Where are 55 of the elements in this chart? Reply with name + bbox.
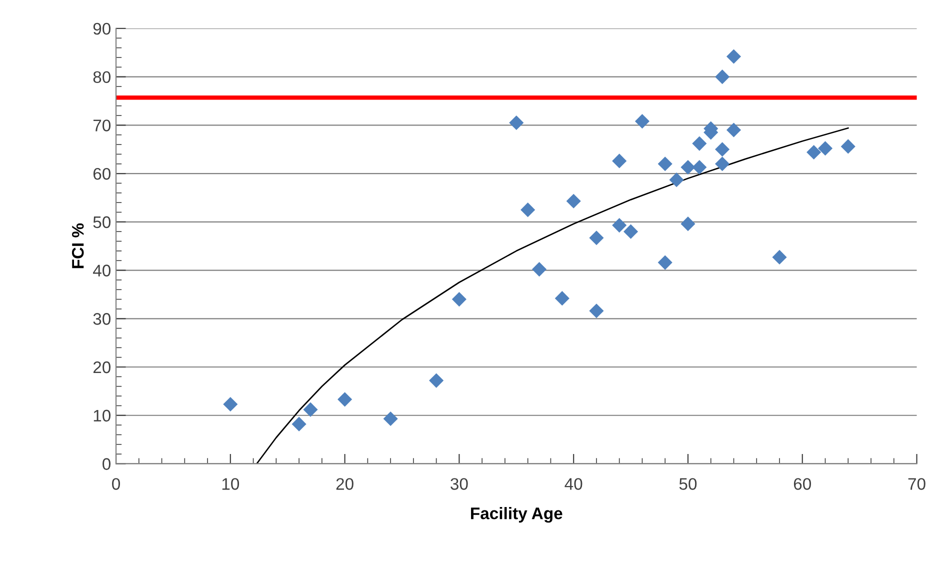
line-series — [256, 127, 849, 464]
point — [634, 114, 650, 129]
point — [692, 160, 707, 175]
point — [554, 291, 570, 306]
point — [726, 49, 742, 64]
y-tick-label: 90 — [93, 22, 111, 35]
y-tick-label: 50 — [93, 216, 111, 228]
y-tick-label: 60 — [93, 168, 111, 180]
point — [806, 144, 822, 160]
point — [303, 402, 318, 417]
point — [338, 392, 352, 407]
point — [566, 194, 581, 208]
point — [658, 156, 672, 172]
point — [715, 142, 730, 157]
y-axis-title: FCI % — [72, 223, 84, 268]
point — [840, 139, 856, 154]
point — [715, 70, 730, 84]
y-tick-label: 0 — [102, 458, 111, 470]
point — [624, 224, 638, 239]
x-tick-label: 70 — [908, 478, 926, 490]
y-tick-label: 30 — [93, 313, 111, 325]
point — [589, 304, 604, 318]
point — [715, 156, 730, 172]
point — [223, 396, 238, 412]
y-tick-label: 10 — [94, 410, 111, 422]
point — [429, 373, 444, 388]
point — [726, 122, 742, 138]
x-tick-label: 40 — [564, 478, 582, 490]
point — [292, 416, 306, 432]
point — [692, 136, 707, 151]
x-tick-label: 10 — [222, 478, 240, 490]
point — [680, 160, 696, 175]
point — [612, 218, 627, 233]
y-tick-label: 20 — [93, 361, 111, 374]
point — [658, 255, 672, 270]
x-tick-label: 30 — [450, 478, 468, 490]
y-tick-label: 40 — [93, 264, 111, 276]
x-axis-title: Facility Age — [471, 507, 562, 523]
point — [772, 250, 787, 264]
point — [509, 115, 524, 130]
point — [680, 216, 696, 232]
point — [669, 172, 684, 188]
point — [818, 141, 833, 156]
point — [452, 292, 466, 307]
x-tick-label: 20 — [336, 478, 354, 490]
point — [383, 411, 398, 426]
x-tick-label: 50 — [679, 478, 697, 490]
point — [589, 230, 604, 246]
point — [532, 262, 547, 277]
point — [612, 154, 627, 168]
y-tick-label: 70 — [93, 120, 111, 132]
x-tick-label: 0 — [112, 478, 120, 490]
y-tick-label: 80 — [93, 71, 111, 84]
x-tick-label: 60 — [794, 478, 811, 490]
point — [520, 202, 536, 218]
